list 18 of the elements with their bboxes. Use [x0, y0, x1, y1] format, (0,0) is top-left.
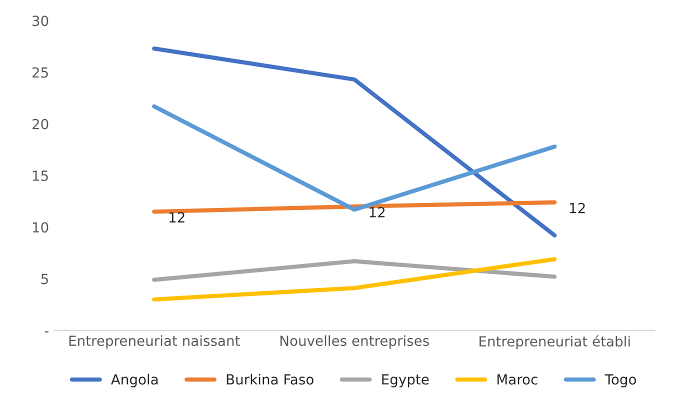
- x-tick-label: Entrepreneuriat naissant: [69, 335, 240, 349]
- data-label: 12: [370, 206, 385, 218]
- data-label: 12: [170, 212, 184, 222]
- x-tick-label: Entrepreneuriat établi: [480, 335, 630, 350]
- legend-label: Burkina Faso: [226, 374, 314, 385]
- y-tick-label: 15: [32, 170, 48, 181]
- x-tick-label: Nouvelles entreprises: [280, 335, 429, 349]
- y-tick-label: -: [44, 331, 48, 332]
- y-tick-label: 10: [32, 222, 48, 233]
- legend-label: Maroc: [497, 374, 538, 385]
- y-tick-label: 30: [32, 16, 48, 26]
- data-label: 12: [570, 202, 585, 214]
- y-tick-label: 20: [32, 118, 48, 130]
- y-tick-label: 25: [32, 67, 48, 78]
- legend-label: Togo: [604, 374, 636, 388]
- y-tick-label: 5: [41, 274, 48, 284]
- legend-label: Angola: [110, 374, 158, 388]
- legend-label: Egypte: [382, 374, 429, 388]
